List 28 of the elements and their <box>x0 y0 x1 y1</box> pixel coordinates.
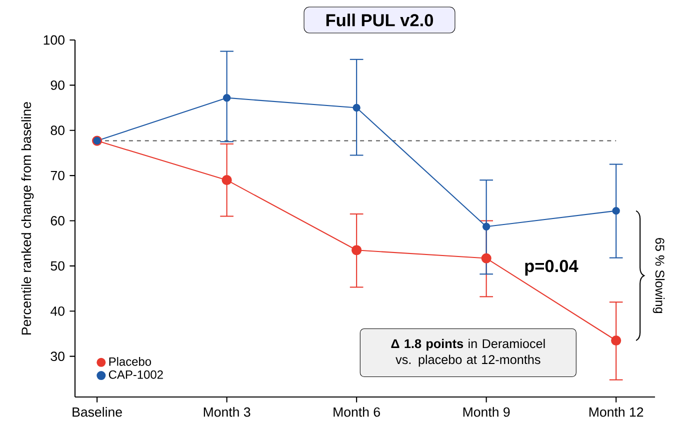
point <box>222 175 232 186</box>
y-tick-label: 50 <box>50 261 64 271</box>
y-tick-label: 60 <box>50 216 64 226</box>
x-tick-label: Month 3 <box>204 407 250 417</box>
x-tick-label: Month 6 <box>334 407 380 417</box>
y-tick-label: 70 <box>50 170 64 180</box>
y-tick-label: 80 <box>50 126 64 136</box>
y-tick-label: 40 <box>50 306 64 316</box>
x-tick-label: Month 9 <box>463 407 510 417</box>
legend-label: CAP-1002 <box>108 370 163 379</box>
legend-label: Placebo <box>109 357 152 366</box>
point <box>222 94 231 102</box>
y-tick-label: 30 <box>50 352 64 362</box>
point <box>481 253 492 264</box>
annotation: Δ 1.8 points in Deramiocel vs. placebo at 12-months <box>391 338 545 367</box>
point <box>352 245 362 256</box>
y-tick-label: 90 <box>50 80 64 90</box>
point <box>612 206 620 215</box>
y-axis-title: Percentile ranked change from baseline <box>21 102 34 334</box>
point <box>611 335 622 346</box>
annotation: p=0.04 <box>525 260 578 276</box>
x-tick-label: Month 12 <box>589 407 644 417</box>
y-tick-label: 100 <box>44 35 64 45</box>
point <box>352 104 360 112</box>
point <box>482 222 490 230</box>
x-tick-label: Baseline <box>72 407 122 417</box>
text: 65 % Slowing <box>652 238 665 314</box>
chart-title: Full PUL v2.0 <box>326 14 434 26</box>
